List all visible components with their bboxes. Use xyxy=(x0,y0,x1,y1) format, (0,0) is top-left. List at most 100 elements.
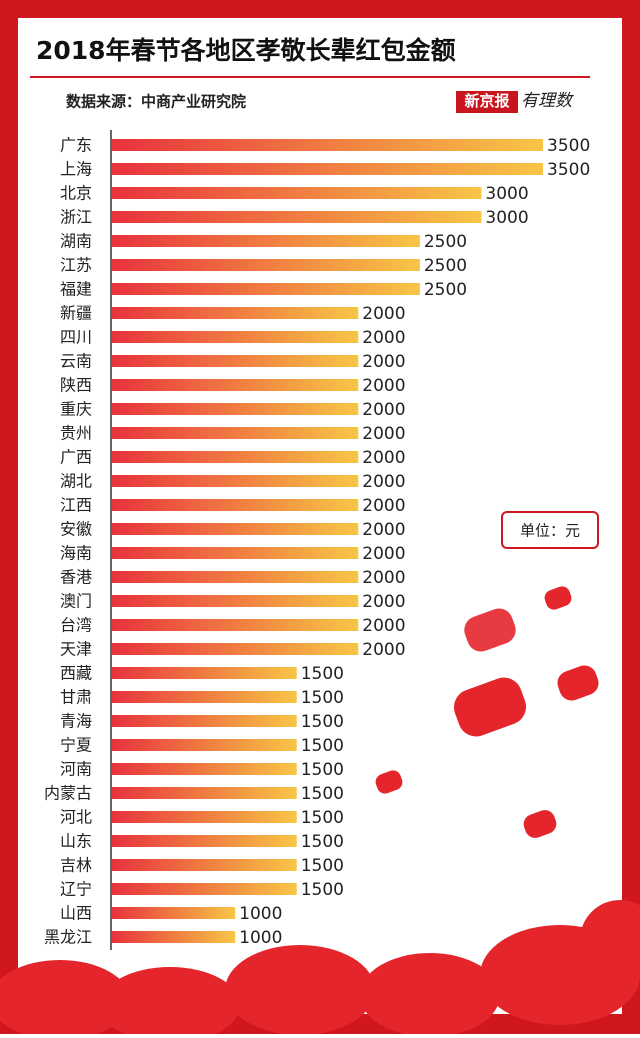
bar xyxy=(112,859,297,871)
value-label: 1000 xyxy=(239,928,282,948)
unit-box xyxy=(501,511,599,549)
category-label: 山西 xyxy=(60,904,92,923)
bar xyxy=(112,715,297,727)
bar xyxy=(112,379,359,391)
value-label: 2000 xyxy=(362,592,405,612)
value-label: 2000 xyxy=(362,304,405,324)
value-label: 2000 xyxy=(362,400,405,420)
category-label: 江西 xyxy=(60,496,92,515)
logo: 新京报 xyxy=(464,92,509,110)
bar xyxy=(112,595,359,607)
bar xyxy=(112,931,236,943)
bar xyxy=(112,811,297,823)
bar xyxy=(112,883,297,895)
bar xyxy=(112,307,359,319)
unit-note: 单位：元 xyxy=(520,522,580,540)
logo-sub: 有理数 xyxy=(521,91,574,111)
value-label: 2000 xyxy=(362,544,405,564)
bar xyxy=(112,187,482,199)
value-label: 1500 xyxy=(301,784,344,804)
bar xyxy=(112,331,359,343)
bar xyxy=(112,571,359,583)
value-label: 2000 xyxy=(362,640,405,660)
bar xyxy=(112,283,420,295)
category-label: 辽宁 xyxy=(60,880,92,899)
bar xyxy=(112,619,359,631)
value-label: 2000 xyxy=(362,568,405,588)
value-label: 1000 xyxy=(239,904,282,924)
category-label: 黑龙江 xyxy=(44,928,92,947)
value-label: 1500 xyxy=(301,880,344,900)
value-label: 1500 xyxy=(301,736,344,756)
value-label: 3000 xyxy=(485,208,528,228)
value-label: 1500 xyxy=(301,688,344,708)
bar xyxy=(112,163,543,175)
value-label: 2000 xyxy=(362,376,405,396)
chart-title: 2018年春节各地区孝敬长辈红包金额 xyxy=(36,36,456,65)
decor xyxy=(0,586,640,1038)
bar xyxy=(112,787,297,799)
bar xyxy=(112,403,359,415)
value-label: 2000 xyxy=(362,448,405,468)
value-label: 2000 xyxy=(362,352,405,372)
bar xyxy=(112,643,359,655)
value-label: 1500 xyxy=(301,808,344,828)
category-label: 河北 xyxy=(60,808,92,827)
logo-box xyxy=(456,91,518,113)
category-label: 香港 xyxy=(60,568,92,587)
category-label: 云南 xyxy=(60,352,92,371)
category-label: 青海 xyxy=(60,712,92,731)
value-label: 1500 xyxy=(301,832,344,852)
category-label: 广西 xyxy=(60,448,92,467)
value-label: 2000 xyxy=(362,616,405,636)
category-label: 贵州 xyxy=(60,424,92,443)
value-label: 2000 xyxy=(362,472,405,492)
category-label: 山东 xyxy=(60,832,92,851)
value-label: 3500 xyxy=(547,136,590,156)
value-label: 1500 xyxy=(301,856,344,876)
source: 数据来源：中商产业研究院 xyxy=(66,93,246,111)
value-label: 2000 xyxy=(362,328,405,348)
value-label: 1500 xyxy=(301,664,344,684)
value-label: 1500 xyxy=(301,712,344,732)
category-label: 浙江 xyxy=(60,208,92,227)
category-label: 江苏 xyxy=(60,256,92,275)
bar xyxy=(112,355,359,367)
bar xyxy=(112,547,359,559)
bar xyxy=(112,235,420,247)
value-label: 2500 xyxy=(424,256,467,276)
bar xyxy=(112,499,359,511)
category-label: 陕西 xyxy=(60,376,92,395)
category-label: 宁夏 xyxy=(60,736,92,755)
bar xyxy=(112,907,236,919)
category-label: 福建 xyxy=(60,280,92,299)
category-label: 安徽 xyxy=(60,520,92,539)
category-label: 天津 xyxy=(60,640,92,659)
value-label: 2000 xyxy=(362,496,405,516)
category-label: 台湾 xyxy=(60,616,92,635)
category-label: 重庆 xyxy=(60,400,92,419)
bar xyxy=(112,763,297,775)
bar xyxy=(112,139,543,151)
category-label: 吉林 xyxy=(60,856,92,875)
bar xyxy=(112,451,359,463)
category-label: 四川 xyxy=(60,328,92,347)
bar xyxy=(112,475,359,487)
category-label: 湖南 xyxy=(60,232,92,251)
category-label: 海南 xyxy=(60,544,92,563)
category-label: 内蒙古 xyxy=(44,784,92,803)
category-label: 河南 xyxy=(60,760,92,779)
value-label: 3500 xyxy=(547,160,590,180)
bar xyxy=(112,259,420,271)
bar xyxy=(112,667,297,679)
bar xyxy=(112,835,297,847)
value-label: 2000 xyxy=(362,424,405,444)
category-label: 澳门 xyxy=(60,592,92,611)
category-label: 湖北 xyxy=(60,472,92,491)
category-label: 西藏 xyxy=(60,664,92,683)
bar xyxy=(112,691,297,703)
category-label: 北京 xyxy=(60,184,92,203)
value-label: 1500 xyxy=(301,760,344,780)
bar xyxy=(112,523,359,535)
